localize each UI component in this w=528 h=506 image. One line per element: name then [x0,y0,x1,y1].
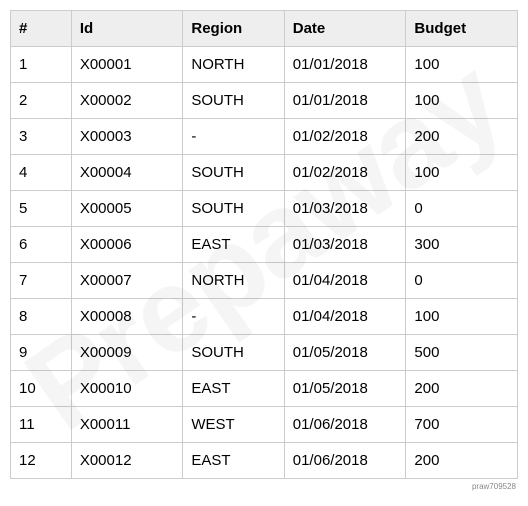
cell-num: 10 [11,371,72,407]
cell-region: SOUTH [183,155,284,191]
cell-date: 01/05/2018 [284,371,406,407]
table-row: 6X00006EAST01/03/2018300 [11,227,518,263]
cell-num: 7 [11,263,72,299]
table-row: 7X00007NORTH01/04/20180 [11,263,518,299]
cell-num: 12 [11,443,72,479]
cell-budget: 200 [406,443,518,479]
cell-num: 1 [11,47,72,83]
cell-date: 01/04/2018 [284,299,406,335]
cell-date: 01/06/2018 [284,443,406,479]
cell-id: X00001 [71,47,183,83]
cell-num: 4 [11,155,72,191]
cell-budget: 300 [406,227,518,263]
cell-num: 2 [11,83,72,119]
cell-budget: 100 [406,299,518,335]
cell-budget: 700 [406,407,518,443]
cell-budget: 0 [406,191,518,227]
cell-id: X00011 [71,407,183,443]
table-row: 12X00012EAST01/06/2018200 [11,443,518,479]
table-row: 4X00004SOUTH01/02/2018100 [11,155,518,191]
cell-id: X00008 [71,299,183,335]
cell-date: 01/02/2018 [284,155,406,191]
cell-num: 9 [11,335,72,371]
table-row: 1X00001NORTH01/01/2018100 [11,47,518,83]
col-header-budget: Budget [406,11,518,47]
table-row: 8X00008-01/04/2018100 [11,299,518,335]
cell-id: X00012 [71,443,183,479]
cell-id: X00004 [71,155,183,191]
table-head: #IdRegionDateBudget [11,11,518,47]
cell-date: 01/03/2018 [284,227,406,263]
cell-id: X00005 [71,191,183,227]
cell-region: EAST [183,371,284,407]
cell-region: NORTH [183,47,284,83]
col-header-num: # [11,11,72,47]
table-row: 9X00009SOUTH01/05/2018500 [11,335,518,371]
cell-num: 6 [11,227,72,263]
cell-date: 01/03/2018 [284,191,406,227]
cell-budget: 0 [406,263,518,299]
cell-date: 01/04/2018 [284,263,406,299]
table-row: 11X00011WEST01/06/2018700 [11,407,518,443]
cell-num: 3 [11,119,72,155]
cell-region: WEST [183,407,284,443]
cell-num: 8 [11,299,72,335]
cell-id: X00010 [71,371,183,407]
footer-id: praw709528 [472,482,516,491]
cell-date: 01/01/2018 [284,83,406,119]
cell-date: 01/01/2018 [284,47,406,83]
data-table: #IdRegionDateBudget 1X00001NORTH01/01/20… [10,10,518,479]
cell-num: 11 [11,407,72,443]
cell-id: X00009 [71,335,183,371]
cell-region: NORTH [183,263,284,299]
cell-region: SOUTH [183,83,284,119]
cell-id: X00007 [71,263,183,299]
cell-budget: 200 [406,119,518,155]
cell-id: X00006 [71,227,183,263]
cell-budget: 200 [406,371,518,407]
cell-region: - [183,119,284,155]
cell-date: 01/05/2018 [284,335,406,371]
cell-id: X00003 [71,119,183,155]
table-row: 10X00010EAST01/05/2018200 [11,371,518,407]
cell-region: SOUTH [183,191,284,227]
cell-date: 01/02/2018 [284,119,406,155]
table-row: 5X00005SOUTH01/03/20180 [11,191,518,227]
table-row: 3X00003-01/02/2018200 [11,119,518,155]
cell-region: SOUTH [183,335,284,371]
cell-region: EAST [183,227,284,263]
cell-budget: 500 [406,335,518,371]
header-row: #IdRegionDateBudget [11,11,518,47]
cell-budget: 100 [406,155,518,191]
col-header-region: Region [183,11,284,47]
col-header-id: Id [71,11,183,47]
table-body: 1X00001NORTH01/01/20181002X00002SOUTH01/… [11,47,518,479]
cell-budget: 100 [406,47,518,83]
cell-region: EAST [183,443,284,479]
cell-region: - [183,299,284,335]
cell-date: 01/06/2018 [284,407,406,443]
cell-id: X00002 [71,83,183,119]
cell-num: 5 [11,191,72,227]
cell-budget: 100 [406,83,518,119]
table-row: 2X00002SOUTH01/01/2018100 [11,83,518,119]
col-header-date: Date [284,11,406,47]
